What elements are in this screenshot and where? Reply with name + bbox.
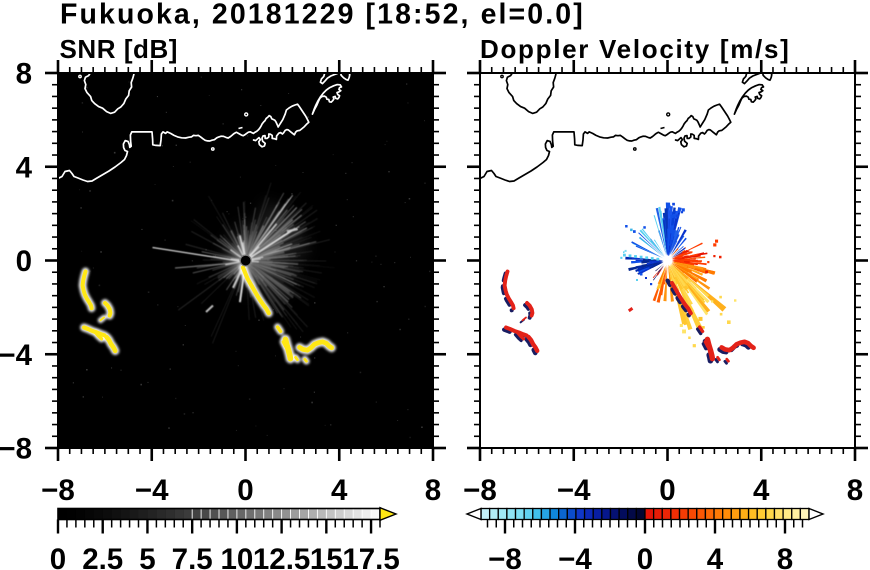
svg-text:0: 0 bbox=[637, 543, 653, 570]
svg-text:−4: −4 bbox=[557, 474, 591, 507]
svg-text:Doppler Velocity [m/s]: Doppler Velocity [m/s] bbox=[480, 34, 790, 64]
svg-text:7.5: 7.5 bbox=[172, 543, 213, 570]
svg-text:17.5: 17.5 bbox=[342, 543, 399, 570]
svg-text:−8: −8 bbox=[0, 433, 32, 466]
svg-text:15: 15 bbox=[310, 543, 343, 570]
svg-text:5: 5 bbox=[139, 543, 155, 570]
svg-text:8: 8 bbox=[16, 58, 32, 91]
svg-text:8: 8 bbox=[425, 474, 441, 507]
svg-text:−8: −8 bbox=[488, 543, 522, 570]
svg-text:0: 0 bbox=[16, 245, 32, 278]
svg-text:4: 4 bbox=[707, 543, 724, 570]
svg-text:0: 0 bbox=[50, 543, 66, 570]
svg-text:2.5: 2.5 bbox=[82, 543, 123, 570]
svg-text:4: 4 bbox=[753, 474, 770, 507]
svg-text:4: 4 bbox=[331, 474, 348, 507]
svg-text:−8: −8 bbox=[41, 474, 75, 507]
svg-text:−4: −4 bbox=[0, 339, 33, 372]
svg-text:−4: −4 bbox=[135, 474, 169, 507]
svg-text:Fukuoka, 20181229 [18:52, el=0: Fukuoka, 20181229 [18:52, el=0.0] bbox=[60, 0, 585, 31]
svg-text:8: 8 bbox=[847, 474, 863, 507]
svg-text:4: 4 bbox=[16, 151, 33, 184]
svg-text:10: 10 bbox=[220, 543, 253, 570]
svg-text:SNR [dB]: SNR [dB] bbox=[60, 34, 179, 64]
svg-text:−4: −4 bbox=[558, 543, 592, 570]
svg-text:8: 8 bbox=[777, 543, 793, 570]
svg-text:12.5: 12.5 bbox=[253, 543, 310, 570]
svg-text:0: 0 bbox=[659, 474, 675, 507]
svg-text:0: 0 bbox=[237, 474, 253, 507]
svg-text:−8: −8 bbox=[463, 474, 497, 507]
